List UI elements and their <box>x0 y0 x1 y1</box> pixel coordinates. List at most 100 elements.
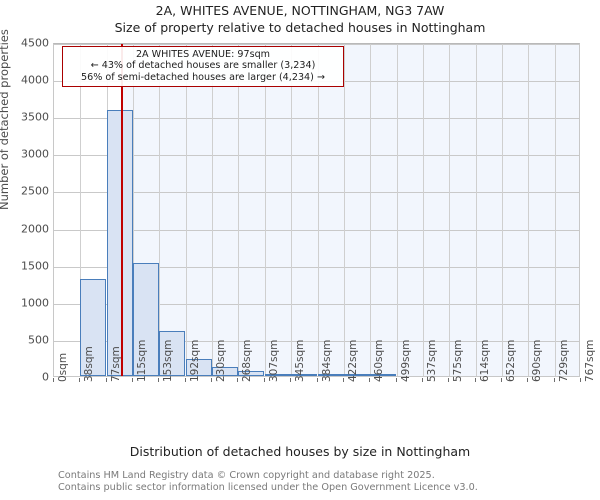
y-axis-tick-label: 1500 <box>21 259 49 273</box>
histogram-bar <box>238 370 264 376</box>
property-size-marker-line <box>120 44 123 376</box>
x-axis-tick <box>343 378 344 382</box>
footer-line-1: Contains HM Land Registry data © Crown c… <box>58 470 435 481</box>
histogram-bar <box>370 374 396 376</box>
histogram-bar <box>318 374 344 376</box>
x-axis-tick <box>185 378 186 382</box>
gridline <box>397 44 398 376</box>
x-axis-tick-label: 499sqm <box>400 339 412 382</box>
x-axis-tick-label: 115sqm <box>136 339 148 382</box>
x-axis-tick-label: 690sqm <box>531 339 543 382</box>
gridline <box>54 266 579 268</box>
x-axis-ticks <box>0 378 600 388</box>
gridline <box>54 44 579 45</box>
gridline <box>54 155 579 157</box>
histogram-bar <box>344 374 370 376</box>
gridline <box>212 44 213 376</box>
gridline <box>423 44 424 376</box>
gridline <box>502 44 503 376</box>
x-axis-tick <box>501 378 502 382</box>
x-axis-tick-label: 614sqm <box>479 339 491 382</box>
gridline <box>133 44 134 376</box>
page-title: 2A, WHITES AVENUE, NOTTINGHAM, NG3 7AW <box>155 3 445 18</box>
x-axis-tick <box>211 378 212 382</box>
gridline <box>80 44 81 376</box>
x-axis-tick-label: 230sqm <box>215 339 227 382</box>
gridline <box>291 44 292 376</box>
x-axis-tick-label: 192sqm <box>189 339 201 382</box>
annotation-line-1: 2A WHITES AVENUE: 97sqm <box>135 49 271 60</box>
x-axis-tick <box>317 378 318 382</box>
x-axis-tick-label: 537sqm <box>426 339 438 382</box>
x-axis-tick <box>554 378 555 382</box>
gridline <box>318 44 319 376</box>
x-axis-tick-label: 345sqm <box>294 339 306 382</box>
histogram-bar <box>80 278 106 376</box>
gridline <box>238 44 239 376</box>
chart-titles: 2A, WHITES AVENUE, NOTTINGHAM, NG3 7AW S… <box>0 3 600 36</box>
gridline <box>54 118 579 120</box>
x-axis-tick <box>448 378 449 382</box>
annotation-line-2: ← 43% of detached houses are smaller (3,… <box>90 60 316 72</box>
gridline <box>54 340 579 342</box>
gridline <box>265 44 266 376</box>
x-axis-tick-label: 460sqm <box>373 339 385 382</box>
plot-area <box>53 43 580 377</box>
x-axis-tick <box>527 378 528 382</box>
x-axis-tick <box>422 378 423 382</box>
x-axis-tick-label: 77sqm <box>110 346 122 382</box>
gridline <box>54 192 579 194</box>
x-axis-tick <box>396 378 397 382</box>
histogram-bar <box>186 358 212 376</box>
gridline <box>186 44 187 376</box>
x-axis-tick-label: 767sqm <box>584 339 596 382</box>
gridline <box>476 44 477 376</box>
footer-line-2: Contains public sector information licen… <box>58 481 478 493</box>
histogram-bar <box>265 373 291 376</box>
x-axis-tick-label: 729sqm <box>558 339 570 382</box>
gridline <box>449 44 450 376</box>
x-axis-tick-label: 384sqm <box>321 339 333 382</box>
x-axis-tick-label: 38sqm <box>83 346 95 382</box>
x-axis-tick-label: 575sqm <box>452 339 464 382</box>
x-axis-tick <box>106 378 107 382</box>
y-axis-tick-label: 4000 <box>21 73 49 87</box>
histogram-bar <box>291 374 317 376</box>
x-axis-tick-label: 268sqm <box>241 339 253 382</box>
y-axis-tick-label: 0 <box>42 370 49 384</box>
x-axis-tick <box>79 378 80 382</box>
y-axis-title: Number of detached properties <box>0 29 11 210</box>
x-axis-tick-label: 307sqm <box>268 339 280 382</box>
x-axis-tick <box>264 378 265 382</box>
x-axis-title: Distribution of detached houses by size … <box>129 444 471 459</box>
histogram-bar <box>212 367 238 376</box>
property-annotation-box: 2A WHITES AVENUE: 97sqm ← 43% of detache… <box>62 46 344 88</box>
attribution-footer: Contains HM Land Registry data © Crown c… <box>58 470 598 493</box>
chart-subtitle: Size of property relative to detached ho… <box>114 20 486 35</box>
histogram-bar <box>159 331 185 376</box>
x-axis-tick <box>237 378 238 382</box>
y-axis-tick-label: 2000 <box>21 222 49 236</box>
gridline <box>159 44 160 376</box>
x-axis-tick-label: 153sqm <box>162 339 174 382</box>
histogram-bar <box>133 263 159 376</box>
x-axis-tick-label: 422sqm <box>347 339 359 382</box>
x-axis-tick-label: 0sqm <box>57 352 69 382</box>
histogram-bar <box>107 110 133 376</box>
y-axis-tick-label: 2500 <box>21 184 49 198</box>
x-axis-tick <box>158 378 159 382</box>
gridline <box>555 44 556 376</box>
y-axis-tick-label: 500 <box>28 333 49 347</box>
x-axis-tick <box>53 378 54 382</box>
y-axis-tick-label: 3500 <box>21 110 49 124</box>
gridline <box>54 229 579 231</box>
x-axis-tick <box>132 378 133 382</box>
annotation-line-3: 56% of semi-detached houses are larger (… <box>81 71 325 83</box>
gridline <box>528 44 529 376</box>
x-axis-tick <box>290 378 291 382</box>
x-axis-tick <box>580 378 581 382</box>
x-axis-tick-label: 652sqm <box>505 339 517 382</box>
y-axis-tick-label: 4500 <box>21 36 49 50</box>
x-axis-tick <box>475 378 476 382</box>
gridline <box>344 44 345 376</box>
